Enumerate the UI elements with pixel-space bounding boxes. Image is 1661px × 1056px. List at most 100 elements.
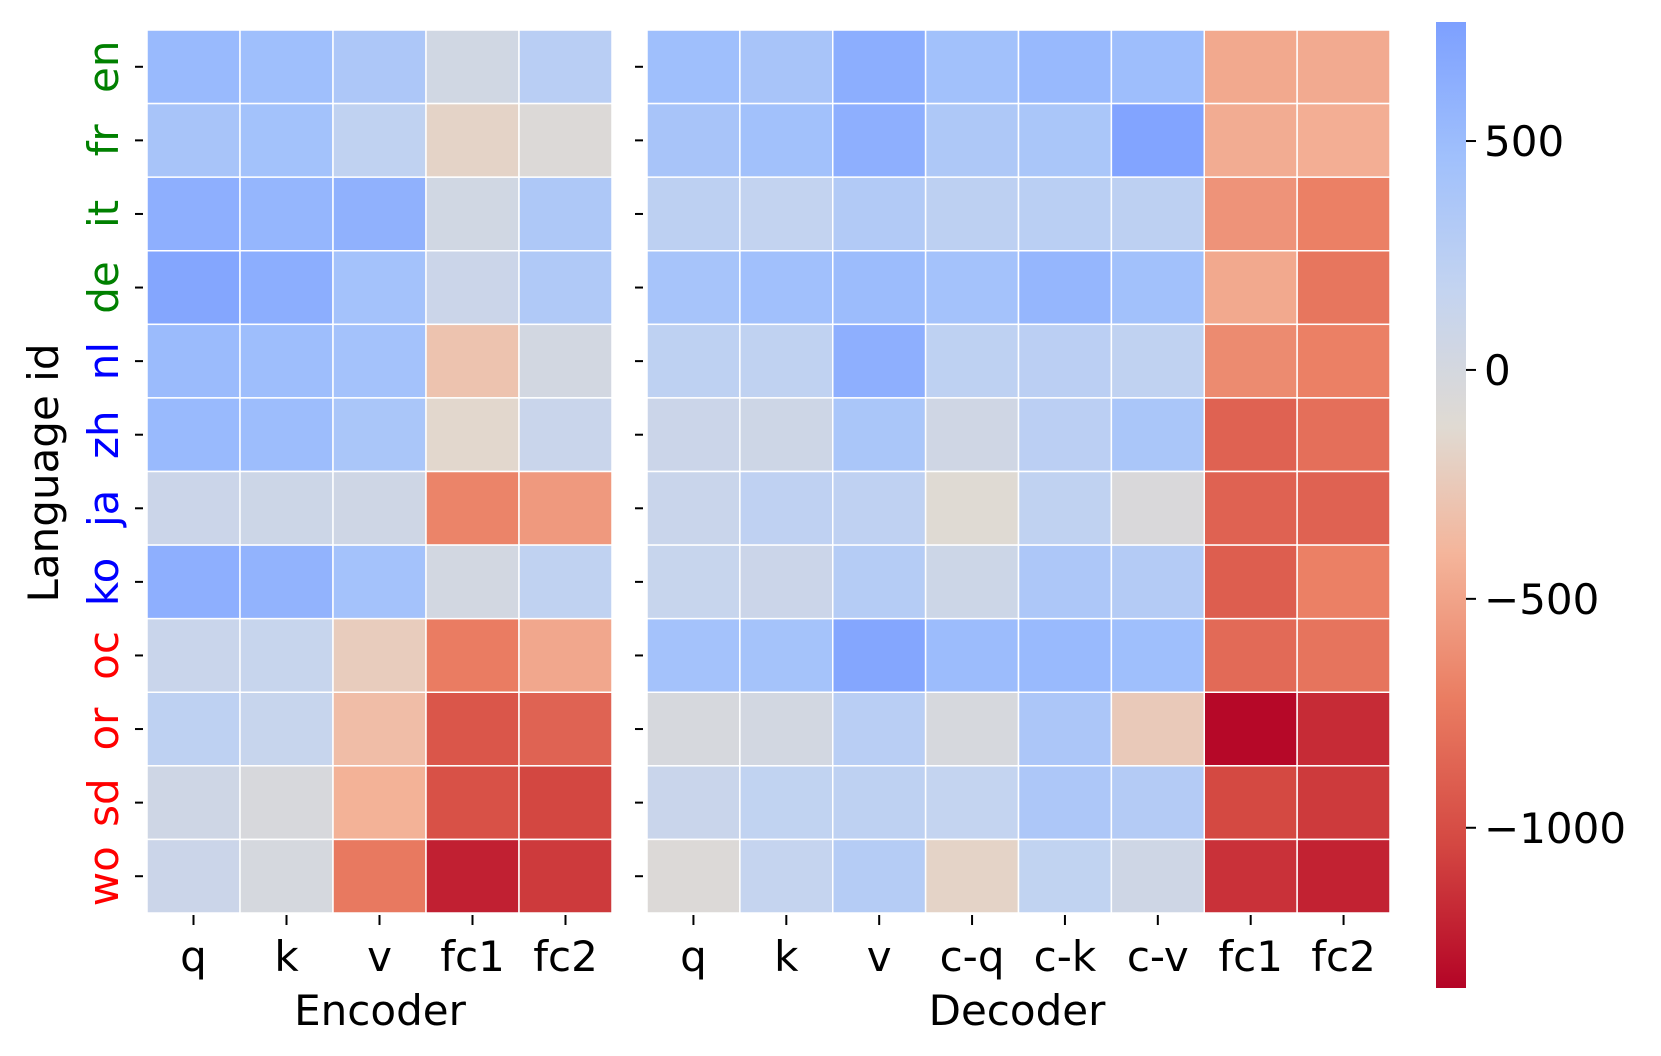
decoder-cell-fr-v [832,102,927,178]
decoder-cell-de-c-q [924,250,1020,326]
encoder-x-tick-label: q [180,932,207,981]
decoder-cell-nl-v [832,323,927,399]
decoder-cell-oc-c-v [1110,617,1205,694]
decoder-cell-ko-fc1 [1203,544,1298,620]
encoder-cell-zh-q [146,397,241,473]
language-tick-label: de [79,261,128,314]
encoder-cell-oc-k [239,617,334,694]
decoder-cell-wo-c-q [924,838,1020,914]
decoder-cell-fr-fc1 [1203,102,1298,178]
decoder-cell-fr-c-v [1110,102,1205,178]
decoder-cell-ja-v [832,470,927,546]
language-tick-label: ko [79,558,128,607]
decoder-cell-or-c-v [1110,691,1205,767]
decoder-cell-it-c-k [1017,176,1113,252]
encoder-cell-fr-v [332,102,427,178]
colorbar-gradient [1436,22,1466,988]
encoder-cell-zh-fc1 [425,397,520,473]
decoder-cell-wo-fc2 [1296,838,1391,914]
encoder-cell-ja-fc2 [518,470,613,546]
decoder-x-tick-label: fc2 [1311,932,1376,981]
language-tick-label: it [79,200,128,228]
language-tick-label: nl [79,342,128,380]
encoder-cell-en-k [239,29,334,105]
decoder-cell-nl-c-k [1017,323,1113,399]
encoder-cell-nl-v [332,323,427,399]
encoder-cell-ja-k [239,470,334,546]
encoder-cell-de-q [146,250,241,326]
decoder-cell-zh-k [739,397,834,473]
decoder-x-tick-label: v [867,932,892,981]
encoder-cell-ko-q [146,544,241,620]
encoder-cell-zh-fc2 [518,397,613,473]
encoder-cell-it-v [332,176,427,252]
decoder-cell-or-fc2 [1296,691,1391,767]
encoder-cell-sd-fc1 [425,765,520,841]
decoder-cell-de-q [646,250,741,326]
decoder-cell-zh-c-k [1017,397,1113,473]
decoder-cell-zh-v [832,397,927,473]
decoder-cell-ja-fc2 [1296,470,1391,546]
decoder-cell-or-v [832,691,927,767]
decoder-cell-sd-c-k [1017,765,1113,841]
encoder-x-tick-label: v [367,932,392,981]
decoder-cell-it-fc1 [1203,176,1298,252]
decoder-cell-it-q [646,176,741,252]
encoder-cell-en-v [332,29,427,105]
decoder-cell-sd-c-v [1110,765,1205,841]
decoder-cell-en-k [739,29,834,105]
encoder-x-tick-label: k [274,932,299,981]
encoder-cell-oc-v [332,617,427,694]
encoder-cell-or-k [239,691,334,767]
encoder-cell-sd-k [239,765,334,841]
decoder-cell-en-c-q [924,29,1020,105]
encoder-cell-sd-v [332,765,427,841]
decoder-cell-sd-fc1 [1203,765,1298,841]
decoder-cell-sd-q [646,765,741,841]
language-tick-label: ja [79,490,128,528]
encoder-cell-ko-v [332,544,427,620]
language-tick-label: or [79,707,128,751]
decoder-cell-en-fc2 [1296,29,1391,105]
decoder-cell-ja-k [739,470,834,546]
decoder-heatmap: q k v c-q c-k c-v fc1 fc2 [635,29,1391,981]
encoder-cell-de-fc2 [518,250,613,326]
colorbar-tick-label: −1000 [1484,804,1626,853]
decoder-cell-or-c-q [924,691,1020,767]
language-tick-label: sd [79,778,128,827]
decoder-cell-or-k [739,691,834,767]
encoder-cell-sd-fc2 [518,765,613,841]
encoder-cell-it-q [146,176,241,252]
encoder-cell-en-fc2 [518,29,613,105]
colorbar-tick-label: 0 [1484,346,1511,395]
decoder-cell-sd-v [832,765,927,841]
encoder-cell-ja-fc1 [425,470,520,546]
decoder-cell-zh-c-v [1110,397,1205,473]
decoder-cell-wo-q [646,838,741,914]
encoder-x-tick-label: fc1 [440,932,505,981]
decoder-cell-nl-fc1 [1203,323,1298,399]
decoder-cell-en-q [646,29,741,105]
decoder-x-tick-label: q [680,932,707,981]
decoder-cell-zh-fc1 [1203,397,1298,473]
decoder-cell-nl-q [646,323,741,399]
decoder-cell-zh-c-q [924,397,1020,473]
decoder-cell-fr-fc2 [1296,102,1391,178]
decoder-cell-it-c-v [1110,176,1205,252]
decoder-cell-en-v [832,29,927,105]
encoder-cell-it-fc1 [425,176,520,252]
encoder-cell-wo-q [146,838,241,914]
encoder-cell-nl-q [146,323,241,399]
decoder-cell-ko-c-v [1110,544,1205,620]
encoder-cell-fr-q [146,102,241,178]
decoder-x-tick-label: fc1 [1218,932,1283,981]
decoder-cell-oc-fc1 [1203,617,1298,694]
decoder-cell-fr-q [646,102,741,178]
decoder-cell-fr-c-k [1017,102,1113,178]
encoder-cell-ja-v [332,470,427,546]
language-tick-labels: en fr it de nl zh ja ko oc or sd wo [79,41,128,907]
encoder-axis-title: Encoder [294,986,466,1035]
decoder-cell-oc-k [739,617,834,694]
decoder-axis-title: Decoder [929,986,1106,1035]
encoder-cell-oc-q [146,617,241,694]
